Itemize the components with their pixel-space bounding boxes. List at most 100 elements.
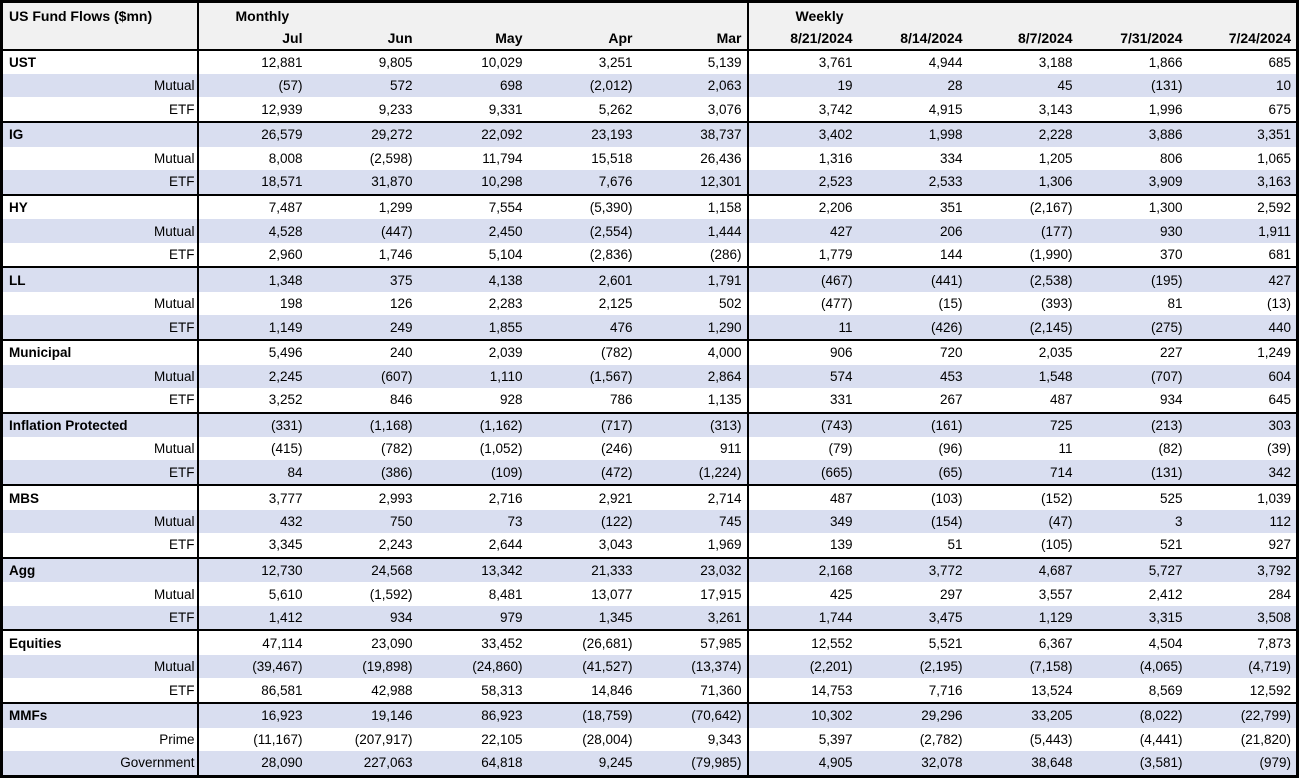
- value-cell: (3,581): [1077, 750, 1188, 777]
- table-header: US Fund Flows ($mn) Monthly Weekly Jul Ju…: [1, 1, 1298, 51]
- row-label: ETF: [169, 101, 195, 117]
- value-cell: (2,145): [967, 315, 1078, 340]
- value-cell: 2,960: [196, 242, 308, 268]
- value-cell: 750: [307, 509, 418, 534]
- table-row: ETF 1,149 249 1,855 476 1,290 11 (426) (2,145) (2…: [1, 315, 1298, 340]
- value-cell: 2,523: [746, 170, 858, 195]
- value-cell: 2,592: [1187, 193, 1298, 220]
- value-cell: 1,290: [637, 315, 748, 340]
- value-cell: 1,316: [746, 146, 858, 170]
- table-row: Mutual 8,008 (2,598) 11,794 15,518 26,436 1,31…: [2, 146, 1298, 170]
- value-cell: (286): [709, 246, 742, 262]
- value-cell: 12,939: [196, 97, 308, 123]
- table-row-mmfs: MMFs 16,923 19,146 86,923 (18,759) (70,642) 10…: [1, 701, 1298, 728]
- value-cell: 9,331: [488, 101, 523, 117]
- value-cell: 930: [1077, 219, 1188, 243]
- value-cell: (441): [857, 266, 968, 293]
- value-cell: 1,548: [967, 364, 1078, 388]
- value-cell: 13,077: [591, 586, 633, 602]
- value-cell: 574: [746, 364, 858, 388]
- value-cell: (82): [1158, 441, 1183, 457]
- value-cell: 3,742: [746, 97, 858, 123]
- value-cell: 4,138: [417, 266, 528, 293]
- table-row-ig: IG 26,579 29,272 22,092 23,193 38,737 3,402 1,9…: [1, 121, 1298, 147]
- value-cell: (4,719): [1187, 655, 1298, 679]
- value-cell: (246): [600, 441, 633, 457]
- column-header-mar: Mar: [637, 27, 748, 51]
- value-cell: (65): [857, 460, 968, 486]
- value-cell: 15,518: [591, 150, 633, 166]
- row-label: Mutual: [153, 441, 195, 457]
- value-cell: 51: [947, 537, 963, 553]
- value-cell: (5,443): [1029, 731, 1073, 747]
- value-cell: 22,092: [417, 121, 528, 147]
- column-header-row: Jul Jun May Apr Mar 8/21/2024 8/14/2024 8/7/202…: [2, 27, 1298, 51]
- value-cell: 5,521: [857, 629, 968, 656]
- row-label: Prime: [159, 731, 195, 747]
- row-label: Mutual: [153, 150, 195, 166]
- column-header-8-14-2024: 8/14/2024: [857, 27, 968, 51]
- value-cell: 3,508: [1187, 605, 1298, 631]
- value-cell: (11,167): [196, 727, 308, 751]
- value-cell: 86,581: [196, 678, 308, 703]
- value-cell: 979: [417, 605, 528, 631]
- value-cell: 6,367: [967, 629, 1078, 656]
- value-cell: 2,243: [378, 537, 413, 553]
- value-cell: 1,998: [857, 121, 968, 147]
- table-row: Mutual (415) (782) (1,052) (246) 911 (79) (96) 1…: [2, 437, 1298, 461]
- table-row-inflation-protected: Inflation Protected (331) (1,168) (1,162) (7…: [1, 411, 1298, 438]
- value-cell: 927: [1268, 537, 1291, 553]
- value-cell: 12,730: [196, 556, 308, 583]
- value-cell: 3,251: [527, 48, 638, 75]
- value-cell: 432: [196, 509, 308, 534]
- value-cell: 19,146: [307, 701, 418, 728]
- row-label: Mutual: [1, 74, 198, 98]
- row-label: Government: [1, 750, 198, 777]
- monthly-section-header: Monthly: [196, 1, 748, 28]
- table-row-agg: Agg 12,730 24,568 13,342 21,333 23,032 2,168 3,…: [1, 556, 1298, 583]
- value-cell: 2,283: [488, 296, 523, 312]
- value-cell: (1,567): [527, 364, 638, 388]
- value-cell: (2,836): [589, 246, 633, 262]
- value-cell: (275): [1077, 315, 1188, 340]
- table-row: ETF 1,412 934 979 1,345 3,261 1,744 3,475 1,129 3…: [1, 605, 1298, 631]
- row-label: Municipal: [1, 338, 198, 365]
- value-cell: 14,753: [746, 678, 858, 703]
- value-cell: 3,772: [857, 556, 968, 583]
- value-cell: (1,168): [307, 411, 418, 438]
- table-row-equities: Equities 47,114 23,090 33,452 (26,681) 57,985…: [1, 629, 1298, 656]
- value-cell: (103): [857, 484, 968, 510]
- value-cell: 3,252: [196, 387, 308, 413]
- value-cell: (57): [196, 74, 308, 98]
- value-cell: 786: [609, 392, 633, 408]
- value-cell: 2,035: [967, 338, 1078, 365]
- value-cell: 26,579: [196, 121, 308, 147]
- value-cell: 928: [499, 392, 523, 408]
- value-cell: 4,687: [967, 556, 1078, 583]
- value-cell: (386): [307, 460, 418, 486]
- row-label: ETF: [1, 170, 198, 195]
- value-cell: (15): [938, 296, 963, 312]
- value-cell: 427: [1187, 266, 1298, 293]
- value-cell: (979): [1187, 750, 1298, 777]
- table-row-hy: HY 7,487 1,299 7,554 (5,390) 1,158 2,206 351 (2,…: [1, 193, 1298, 220]
- value-cell: 1,158: [637, 193, 748, 220]
- value-cell: 806: [1159, 150, 1183, 166]
- row-label: ETF: [169, 246, 195, 262]
- column-header-apr: Apr: [527, 27, 638, 51]
- value-cell: 38,737: [637, 121, 748, 147]
- value-cell: 14,846: [591, 682, 633, 698]
- value-cell: (109): [417, 460, 528, 486]
- value-cell: 1,855: [417, 315, 528, 340]
- table-body: UST 12,881 9,805 10,029 3,251 5,139 3,761 4,944…: [1, 48, 1298, 777]
- value-cell: 10,298: [417, 170, 528, 195]
- value-cell: 521: [1159, 537, 1183, 553]
- value-cell: 71,360: [700, 682, 742, 698]
- value-cell: 81: [1167, 296, 1183, 312]
- value-cell: (2,201): [746, 655, 858, 679]
- value-cell: 5,139: [637, 48, 748, 75]
- row-label: ETF: [169, 682, 195, 698]
- row-label: UST: [1, 48, 198, 75]
- value-cell: 3,351: [1187, 121, 1298, 147]
